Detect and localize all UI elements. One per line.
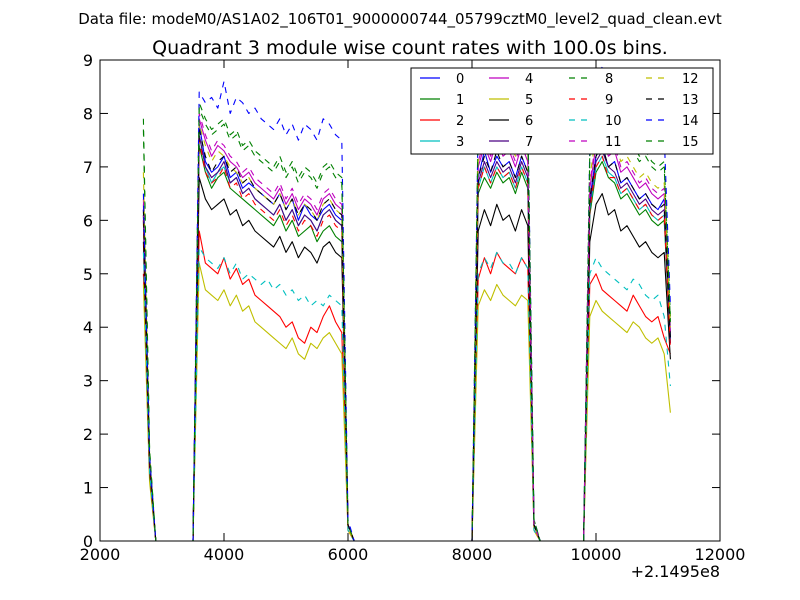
- legend-label-8: 8: [605, 72, 613, 87]
- legend-label-1: 1: [456, 93, 464, 108]
- series-line-11: [142, 112, 671, 541]
- series-line-0: [142, 123, 671, 541]
- series-line-2: [142, 230, 671, 541]
- x-tick-label: 2000: [80, 545, 121, 564]
- y-tick-label: 8: [83, 104, 93, 123]
- series-line-4: [142, 118, 671, 541]
- legend-frame: [410, 67, 714, 155]
- x-tick-label: 4000: [204, 545, 245, 564]
- x-tick-label: 12000: [695, 545, 746, 564]
- x-tick-label: 8000: [452, 545, 493, 564]
- y-tick-label: 7: [83, 158, 93, 177]
- x-axis: 2000 4000 6000 8000 10000 12000: [80, 60, 746, 564]
- figure-suptitle: Data file: modeM0/AS1A02_106T01_90000007…: [78, 10, 722, 29]
- x-offset-text: +2.1495e8: [631, 562, 720, 581]
- series-line-13: [142, 128, 671, 541]
- chart-title: Quadrant 3 module wise count rates with …: [152, 37, 668, 59]
- y-tick-label: 6: [83, 211, 93, 230]
- plot-frame: [99, 59, 721, 542]
- y-tick-label: 2: [83, 425, 93, 444]
- legend-label-13: 13: [682, 93, 699, 108]
- y-tick-label: 5: [83, 265, 93, 284]
- series-layer: [142, 64, 671, 541]
- legend-label-5: 5: [525, 93, 533, 108]
- legend-label-2: 2: [456, 114, 464, 129]
- series-line-1: [142, 144, 671, 541]
- legend-label-12: 12: [682, 72, 699, 87]
- y-tick-label: 4: [83, 318, 93, 337]
- legend-label-7: 7: [525, 135, 533, 150]
- legend-label-10: 10: [605, 114, 622, 129]
- legend-label-0: 0: [456, 72, 464, 87]
- series-line-8: [142, 102, 671, 541]
- legend-label-3: 3: [456, 135, 464, 150]
- legend-label-4: 4: [525, 72, 533, 87]
- series-line-14: [142, 64, 671, 541]
- y-tick-label: 0: [83, 532, 93, 551]
- series-line-6: [142, 177, 671, 541]
- y-tick-label: 9: [83, 51, 93, 70]
- series-line-5: [142, 262, 671, 541]
- legend-label-6: 6: [525, 114, 533, 129]
- legend-label-11: 11: [605, 135, 622, 150]
- series-line-7: [142, 134, 671, 541]
- legend-label-9: 9: [605, 93, 613, 108]
- x-tick-label: 10000: [571, 545, 622, 564]
- x-tick-label: 6000: [328, 545, 369, 564]
- legend-label-15: 15: [682, 135, 699, 150]
- y-tick-label: 1: [83, 479, 93, 498]
- y-tick-label: 3: [83, 372, 93, 391]
- legend-label-14: 14: [682, 114, 699, 129]
